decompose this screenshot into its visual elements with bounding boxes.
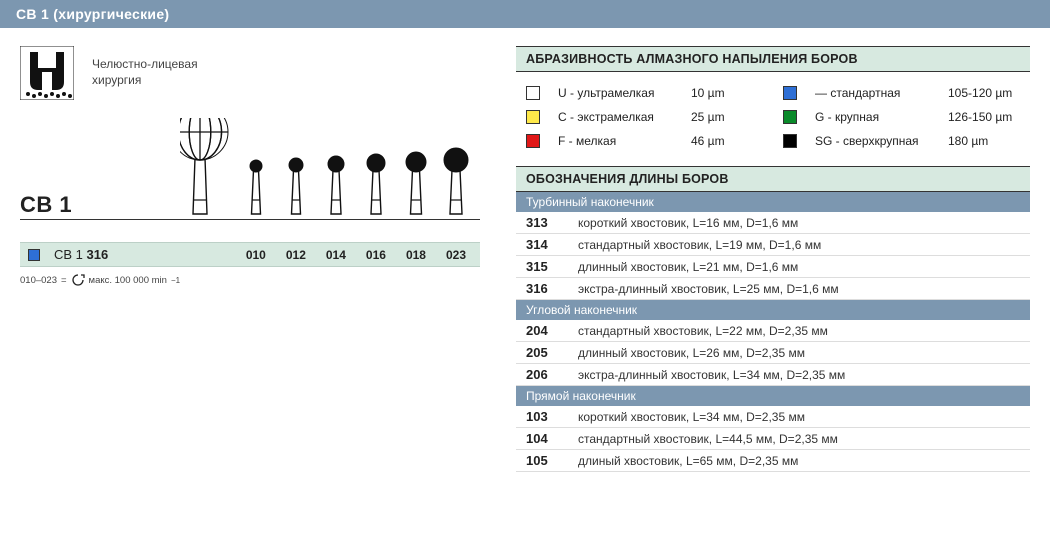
footnote-text: макс. 100 000 min [89, 275, 167, 286]
length-group-heading: Прямой наконечник [516, 386, 1030, 406]
legend-swatch [526, 86, 540, 100]
length-row: 316экстра-длинный хвостовик, L=25 мм, D=… [516, 278, 1030, 300]
product-code-label: CB 1 [20, 192, 72, 218]
size-band-code: CB 1 316 [54, 247, 108, 262]
category-label-line2: хирургия [92, 73, 198, 89]
size-value: 023 [446, 248, 466, 262]
category-label-line1: Челюстно-лицевая [92, 57, 198, 73]
length-code: 315 [526, 259, 578, 274]
length-code: 105 [526, 453, 578, 468]
length-desc: экстра-длинный хвостовик, L=25 мм, D=1,6… [578, 282, 1020, 296]
legend-swatch [526, 110, 540, 124]
length-row: 204стандартный хвостовик, L=22 мм, D=2,3… [516, 320, 1030, 342]
length-desc: длинный хвостовик, L=21 мм, D=1,6 мм [578, 260, 1020, 274]
legend-item: U - ультрамелкая 10 µm [526, 86, 763, 100]
size-list: 010 012 014 016 018 023 [246, 248, 466, 262]
footnote-sup: −1 [171, 276, 180, 285]
code-bold: 316 [87, 247, 109, 262]
legend-item: — стандартная 105-120 µm [783, 86, 1020, 100]
length-row: 205длинный хвостовик, L=26 мм, D=2,35 мм [516, 342, 1030, 364]
length-row: 315длинный хвостовик, L=21 мм, D=1,6 мм [516, 256, 1030, 278]
figure-baseline [20, 219, 480, 220]
legend-swatch [783, 86, 797, 100]
size-value: 018 [406, 248, 426, 262]
footnote: 010–023 = макс. 100 000 min −1 [20, 273, 480, 287]
footnote-eq: = [61, 275, 67, 286]
length-row: 104стандартный хвостовик, L=44,5 мм, D=2… [516, 428, 1030, 450]
legend-value: 180 µm [948, 134, 1020, 148]
length-code: 316 [526, 281, 578, 296]
length-code: 313 [526, 215, 578, 230]
length-row: 206экстра-длинный хвостовик, L=34 мм, D=… [516, 364, 1030, 386]
code-prefix: CB 1 [54, 247, 83, 262]
size-band: CB 1 316 010 012 014 016 018 023 [20, 242, 480, 267]
legend-item: C - экстрамелкая 25 µm [526, 110, 763, 124]
bur-silhouettes [180, 118, 480, 228]
left-column: Челюстно-лицевая хирургия CB 1 CB 1 316 … [20, 46, 480, 472]
length-desc: экстра-длинный хвостовик, L=34 мм, D=2,3… [578, 368, 1020, 382]
length-desc: стандартный хвостовик, L=22 мм, D=2,35 м… [578, 324, 1020, 338]
legend-label: F - мелкая [558, 134, 681, 148]
legend-value: 105-120 µm [948, 86, 1020, 100]
legend-value: 10 µm [691, 86, 763, 100]
right-column: АБРАЗИВНОСТЬ АЛМАЗНОГО НАПЫЛЕНИЯ БОРОВ U… [516, 46, 1030, 472]
length-desc: стандартный хвостовик, L=19 мм, D=1,6 мм [578, 238, 1020, 252]
legend-swatch [526, 134, 540, 148]
length-row: 103короткий хвостовик, L=34 мм, D=2,35 м… [516, 406, 1030, 428]
size-value: 016 [366, 248, 386, 262]
legend-value: 25 µm [691, 110, 763, 124]
legend-value: 126-150 µm [948, 110, 1020, 124]
legend-value: 46 µm [691, 134, 763, 148]
size-value: 014 [326, 248, 346, 262]
category-label: Челюстно-лицевая хирургия [92, 57, 198, 88]
lengths-heading: ОБОЗНАЧЕНИЯ ДЛИНЫ БОРОВ [516, 166, 1030, 192]
length-desc: стандартный хвостовик, L=44,5 мм, D=2,35… [578, 432, 1020, 446]
length-code: 204 [526, 323, 578, 338]
length-desc: короткий хвостовик, L=16 мм, D=1,6 мм [578, 216, 1020, 230]
legend-item: SG - сверхкрупная 180 µm [783, 134, 1020, 148]
length-desc: длиный хвостовик, L=65 мм, D=2,35 мм [578, 454, 1020, 468]
size-value: 012 [286, 248, 306, 262]
legend-item: G - крупная 126-150 µm [783, 110, 1020, 124]
length-desc: длинный хвостовик, L=26 мм, D=2,35 мм [578, 346, 1020, 360]
legend-label: C - экстрамелкая [558, 110, 681, 124]
length-row: 313короткий хвостовик, L=16 мм, D=1,6 мм [516, 212, 1030, 234]
legend-label: SG - сверхкрупная [815, 134, 938, 148]
page-title: СВ 1 (хирургические) [0, 0, 1050, 28]
legend-label: — стандартная [815, 86, 938, 100]
bur-figure: CB 1 [20, 118, 480, 228]
lengths-table: Турбинный наконечник313короткий хвостови… [516, 192, 1030, 472]
legend-item: F - мелкая 46 µm [526, 134, 763, 148]
length-group-heading: Угловой наконечник [516, 300, 1030, 320]
size-bar: CB 1 316 010 012 014 016 018 023 [20, 242, 480, 267]
length-code: 314 [526, 237, 578, 252]
footnote-range: 010–023 [20, 275, 57, 286]
legend-swatch [783, 110, 797, 124]
length-code: 206 [526, 367, 578, 382]
size-value: 010 [246, 248, 266, 262]
abrasive-legend: U - ультрамелкая 10 µm — стандартная 105-12… [516, 72, 1030, 166]
length-code: 104 [526, 431, 578, 446]
legend-swatch [783, 134, 797, 148]
length-group-heading: Турбинный наконечник [516, 192, 1030, 212]
legend-label: G - крупная [815, 110, 938, 124]
legend-label: U - ультрамелкая [558, 86, 681, 100]
length-desc: короткий хвостовик, L=34 мм, D=2,35 мм [578, 410, 1020, 424]
length-row: 105длиный хвостовик, L=65 мм, D=2,35 мм [516, 450, 1030, 472]
length-row: 314стандартный хвостовик, L=19 мм, D=1,6… [516, 234, 1030, 256]
abrasive-heading: АБРАЗИВНОСТЬ АЛМАЗНОГО НАПЫЛЕНИЯ БОРОВ [516, 46, 1030, 72]
rotation-icon [71, 273, 85, 287]
category-icon [20, 46, 74, 100]
main-layout: Челюстно-лицевая хирургия CB 1 CB 1 316 … [0, 28, 1050, 492]
length-code: 205 [526, 345, 578, 360]
length-code: 103 [526, 409, 578, 424]
size-band-swatch [28, 249, 40, 261]
category-row: Челюстно-лицевая хирургия [20, 46, 480, 100]
